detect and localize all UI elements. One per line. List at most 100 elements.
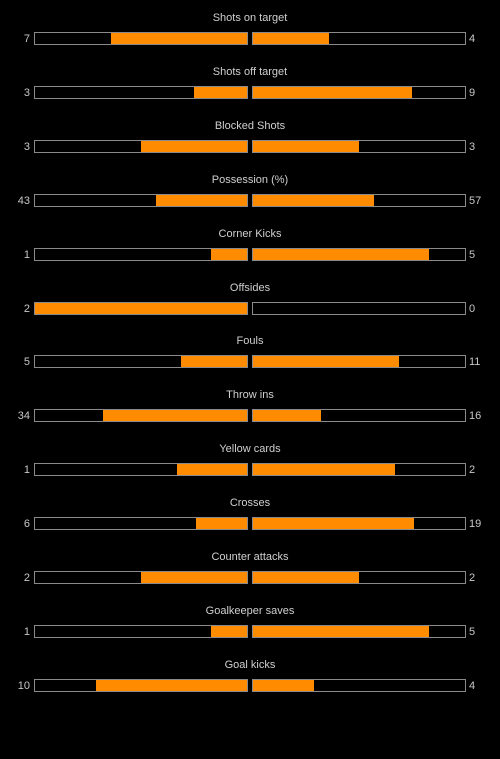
- away-bar-fill: [253, 87, 412, 98]
- home-value: 1: [23, 464, 30, 476]
- stat-label: Yellow cards: [219, 443, 281, 455]
- home-bar: [34, 463, 248, 476]
- stat-label: Blocked Shots: [214, 120, 286, 132]
- stat-label: Throw ins: [226, 389, 274, 401]
- away-bar: [252, 194, 466, 207]
- away-value: 19: [469, 518, 482, 530]
- home-bar-fill: [177, 464, 247, 475]
- home-bar-fill: [96, 680, 247, 691]
- stat-label: Shots on target: [212, 12, 288, 24]
- stat-row: Shots off target 3 9: [0, 66, 500, 106]
- stat-row: Goal kicks 10 4: [0, 659, 500, 699]
- home-value: 34: [17, 410, 30, 422]
- away-value: 57: [469, 195, 482, 207]
- home-value: 1: [23, 626, 30, 638]
- home-bar: [34, 248, 248, 261]
- away-bar-fill: [253, 464, 395, 475]
- stat-label: Crosses: [229, 497, 271, 509]
- away-bar: [252, 625, 466, 638]
- away-bar-fill: [253, 249, 429, 260]
- away-bar: [252, 86, 466, 99]
- home-bar-fill: [196, 518, 247, 529]
- home-value: 3: [23, 141, 30, 153]
- stat-row: Possession (%) 43 57: [0, 174, 500, 214]
- away-value: 4: [469, 33, 476, 45]
- home-value: 5: [23, 356, 30, 368]
- stat-label: Possession (%): [211, 174, 289, 186]
- away-bar-fill: [253, 410, 321, 421]
- away-bar: [252, 140, 466, 153]
- home-bar-fill: [194, 87, 247, 98]
- away-bar-fill: [253, 680, 314, 691]
- away-bar-fill: [253, 33, 329, 44]
- stat-row: Goalkeeper saves 1 5: [0, 605, 500, 645]
- away-bar: [252, 302, 466, 315]
- home-bar-fill: [103, 410, 247, 421]
- stat-row: Offsides 2 0: [0, 282, 500, 322]
- away-value: 11: [469, 356, 481, 368]
- home-bar-fill: [141, 141, 247, 152]
- home-bar: [34, 302, 248, 315]
- stat-label: Goalkeeper saves: [205, 605, 295, 617]
- home-bar-fill: [141, 572, 247, 583]
- away-bar: [252, 32, 466, 45]
- away-bar: [252, 517, 466, 530]
- home-bar: [34, 517, 248, 530]
- away-bar: [252, 571, 466, 584]
- stat-row: Yellow cards 1 2: [0, 443, 500, 483]
- away-bar: [252, 355, 466, 368]
- home-bar-fill: [35, 303, 247, 314]
- stat-label: Goal kicks: [224, 659, 276, 671]
- stat-label: Counter attacks: [211, 551, 289, 563]
- home-bar: [34, 679, 248, 692]
- away-bar: [252, 463, 466, 476]
- stat-row: Blocked Shots 3 3: [0, 120, 500, 160]
- stat-row: Crosses 6 19: [0, 497, 500, 537]
- home-bar: [34, 140, 248, 153]
- away-value: 5: [469, 626, 476, 638]
- stat-row: Counter attacks 2 2: [0, 551, 500, 591]
- away-value: 3: [469, 141, 476, 153]
- away-bar: [252, 248, 466, 261]
- home-value: 43: [17, 195, 30, 207]
- home-bar-fill: [156, 195, 247, 206]
- away-bar-fill: [253, 626, 429, 637]
- home-bar: [34, 625, 248, 638]
- home-bar-fill: [211, 626, 247, 637]
- away-value: 9: [469, 87, 476, 99]
- stat-label: Shots off target: [212, 66, 288, 78]
- away-value: 5: [469, 249, 476, 261]
- home-bar: [34, 409, 248, 422]
- away-value: 2: [469, 572, 476, 584]
- home-bar-fill: [211, 249, 247, 260]
- home-bar: [34, 571, 248, 584]
- away-bar-fill: [253, 356, 399, 367]
- away-value: 2: [469, 464, 476, 476]
- home-value: 2: [23, 303, 30, 315]
- away-bar-fill: [253, 195, 374, 206]
- away-bar-fill: [253, 518, 414, 529]
- home-value: 6: [23, 518, 30, 530]
- stat-label: Fouls: [236, 335, 264, 347]
- stat-row: Fouls 5 11: [0, 335, 500, 375]
- home-bar: [34, 194, 248, 207]
- home-bar: [34, 355, 248, 368]
- home-bar-fill: [181, 356, 247, 367]
- away-value: 0: [469, 303, 476, 315]
- home-value: 2: [23, 572, 30, 584]
- stat-label: Corner Kicks: [218, 228, 282, 240]
- away-bar: [252, 679, 466, 692]
- home-value: 3: [23, 87, 30, 99]
- home-value: 10: [17, 680, 30, 692]
- away-bar-fill: [253, 141, 359, 152]
- home-bar: [34, 32, 248, 45]
- home-bar: [34, 86, 248, 99]
- away-bar: [252, 409, 466, 422]
- stat-row: Throw ins 34 16: [0, 389, 500, 429]
- stat-row: Shots on target 7 4: [0, 12, 500, 52]
- away-bar-fill: [253, 572, 359, 583]
- home-value: 7: [23, 33, 30, 45]
- home-value: 1: [23, 249, 30, 261]
- stat-label: Offsides: [229, 282, 271, 294]
- away-value: 16: [469, 410, 482, 422]
